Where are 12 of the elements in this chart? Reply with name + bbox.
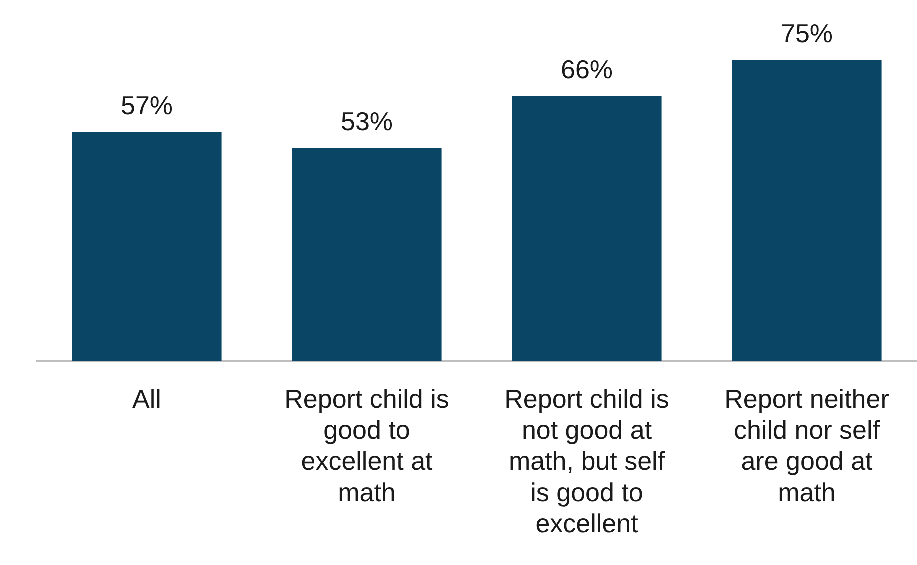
data-label: 75% [780, 18, 834, 48]
bar [72, 132, 222, 361]
data-label: 53% [340, 106, 394, 137]
x-tick-label: Report neither child nor self are good at math [724, 384, 890, 508]
bar [512, 96, 662, 361]
x-tick-label: All [132, 384, 162, 414]
bar [732, 60, 882, 361]
data-label: 57% [120, 90, 174, 121]
bar [292, 148, 442, 361]
x-tick-label: Report child is not good at math, but self is good to excellent [504, 384, 670, 539]
data-label: 66% [560, 54, 614, 84]
x-tick-label: Report child is good to excellent at math [284, 384, 450, 508]
